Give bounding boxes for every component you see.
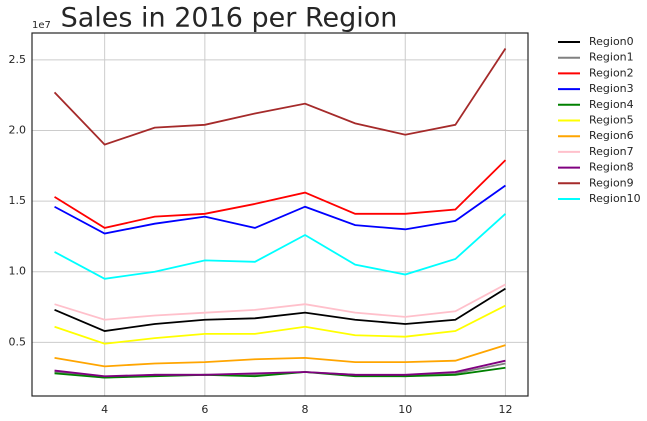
y-tick-label: 1.5 [9, 194, 27, 207]
legend-label: Region0 [589, 35, 634, 48]
y-tick-label: 2.5 [9, 53, 27, 66]
legend-label: Region4 [589, 98, 634, 111]
y-tick-label: 2.0 [9, 123, 27, 136]
legend-label: Region9 [589, 176, 634, 189]
x-tick-label: 4 [101, 403, 108, 416]
legend-label: Region5 [589, 114, 634, 127]
y-tick-label: 1.0 [9, 265, 27, 278]
offset-label: 1e7 [32, 20, 51, 31]
legend-label: Region10 [589, 192, 641, 205]
x-tick-label: 8 [302, 403, 309, 416]
series-line [54, 359, 506, 378]
series-line [54, 283, 506, 321]
legend-label: Region8 [589, 161, 634, 174]
series-line [54, 287, 506, 332]
chart-title: Sales in 2016 per Region [61, 3, 398, 34]
legend-label: Region6 [589, 129, 634, 142]
legend-label: Region7 [589, 145, 634, 158]
series-line [54, 366, 506, 379]
x-tick-label: 6 [201, 403, 208, 416]
legend-label: Region1 [589, 51, 634, 64]
y-tick-label: 0.5 [9, 335, 27, 348]
series-line [54, 344, 506, 368]
series-line [54, 184, 506, 235]
series-line [54, 159, 507, 229]
series-line [53, 48, 507, 146]
x-tick-label: 12 [498, 403, 512, 416]
series-line [54, 304, 506, 345]
plot-frame [31, 32, 529, 397]
legend-label: Region2 [589, 66, 634, 79]
series-line [54, 213, 507, 280]
legend-label: Region3 [589, 82, 634, 95]
x-tick-label: 10 [398, 403, 412, 416]
